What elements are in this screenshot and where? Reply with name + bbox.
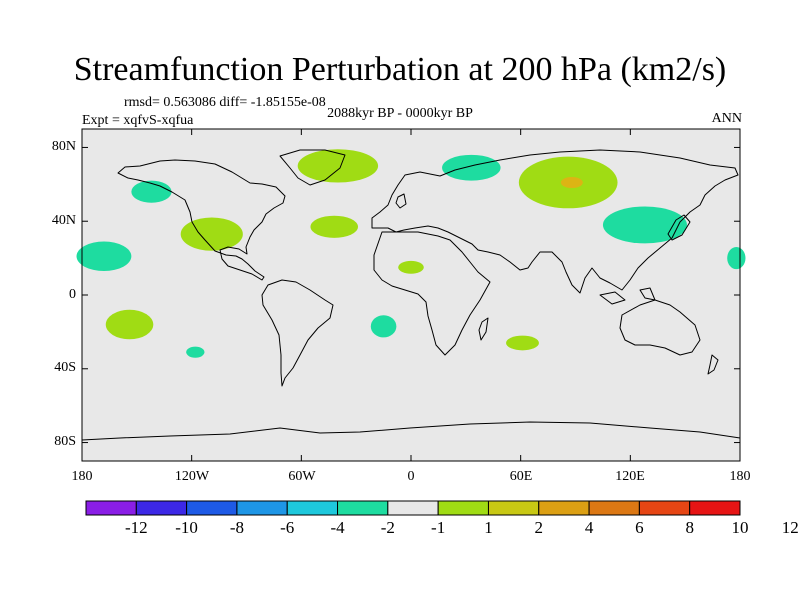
- lon-label-120e: 120E: [615, 469, 645, 484]
- anomaly-w-pacific: [602, 206, 687, 244]
- coast-new-zealand: [707, 354, 719, 375]
- anomaly-e-pacific-edge: [727, 247, 746, 270]
- colorbar-swatch: [487, 500, 540, 516]
- experiment-label: Expt = xqfvS-xqfua: [82, 113, 194, 128]
- colorbar-swatch: [186, 500, 238, 516]
- colorbar-label: 1: [484, 518, 493, 537]
- anomaly-s-indian: [506, 335, 539, 351]
- colorbar-label: -2: [380, 518, 395, 537]
- lon-label-60w: 60W: [288, 469, 316, 484]
- lat-label-40s: 40S: [54, 360, 76, 375]
- anomaly-s-pacific: [105, 309, 154, 340]
- colorbar-label: 2: [534, 518, 544, 537]
- colorbar-label: -12: [124, 518, 148, 537]
- colorbar-label: 8: [685, 518, 694, 537]
- colorbar-label: -4: [330, 518, 345, 537]
- colorbar-swatch: [286, 500, 339, 516]
- coast-antarctica: [81, 421, 741, 441]
- colorbar-swatch: [689, 500, 741, 516]
- anomaly-n-pacific-east: [76, 241, 132, 272]
- anomaly-mid-atlantic: [310, 215, 358, 238]
- anomaly-n-america: [180, 217, 243, 251]
- season-label: ANN: [711, 111, 742, 126]
- coast-greenland: [279, 149, 346, 186]
- chart-title: Streamfunction Perturbation at 200 hPa (…: [73, 51, 727, 88]
- colorbar-swatch: [538, 500, 590, 516]
- lat-label-eq: 0: [69, 287, 76, 302]
- coastlines: [81, 149, 741, 441]
- coast-africa: [373, 231, 491, 356]
- colorbar-swatch: [236, 500, 288, 516]
- colorbar: [85, 500, 741, 516]
- coast-south-america: [261, 279, 334, 387]
- anomaly-s-pacific-small: [186, 346, 205, 358]
- anomaly-scandinavia: [442, 154, 501, 181]
- lon-label-120w: 120W: [174, 469, 210, 484]
- anomaly-greenland: [297, 149, 379, 183]
- colorbar-label: -6: [280, 518, 295, 537]
- coast-madagascar: [478, 317, 489, 341]
- colorbar-label: -1: [431, 518, 446, 537]
- colorbar-label: 12: [781, 518, 799, 537]
- colorbar-swatch: [337, 500, 389, 516]
- anomaly-layer: [76, 149, 746, 358]
- stats-label: rmsd= 0.563086 diff= -1.85155e-08: [124, 95, 326, 110]
- coast-europe-asia: [371, 149, 739, 294]
- colorbar-label: 10: [731, 518, 749, 537]
- period-label: 2088kyr BP - 0000kyr BP: [327, 106, 473, 121]
- colorbar-label: 4: [584, 518, 594, 537]
- colorbar-swatch: [387, 500, 439, 516]
- colorbar-swatch: [638, 500, 691, 516]
- lon-label-180e: 180: [729, 469, 751, 484]
- coast-southeast-asia: [599, 287, 656, 305]
- colorbar-swatch: [85, 500, 137, 516]
- lat-label-40n: 40N: [51, 213, 76, 228]
- colorbar-label: -10: [175, 518, 198, 537]
- coast-british-isles: [395, 193, 407, 209]
- anomaly-s-atlantic: [370, 315, 397, 338]
- lon-label-0: 0: [407, 469, 415, 484]
- lat-label-80n: 80N: [51, 139, 76, 154]
- lon-label-180w: 180: [71, 469, 93, 484]
- colorbar-swatch: [437, 500, 489, 516]
- colorbar-swatch: [135, 500, 188, 516]
- axis-ticks: [81, 129, 741, 461]
- colorbar-label: 6: [635, 518, 644, 537]
- map-background: [82, 129, 740, 461]
- anomaly-siberia-core: [560, 176, 583, 189]
- colorbar-label: -8: [229, 518, 244, 537]
- anomaly-sahel: [398, 260, 424, 274]
- coast-japan: [667, 214, 691, 241]
- lat-label-80s: 80S: [54, 434, 76, 449]
- lon-label-60e: 60E: [509, 469, 533, 484]
- coast-australia: [619, 299, 701, 356]
- colorbar-swatch: [588, 500, 640, 516]
- coast-north-america: [117, 159, 286, 281]
- anomaly-n-atlantic-west: [131, 180, 172, 203]
